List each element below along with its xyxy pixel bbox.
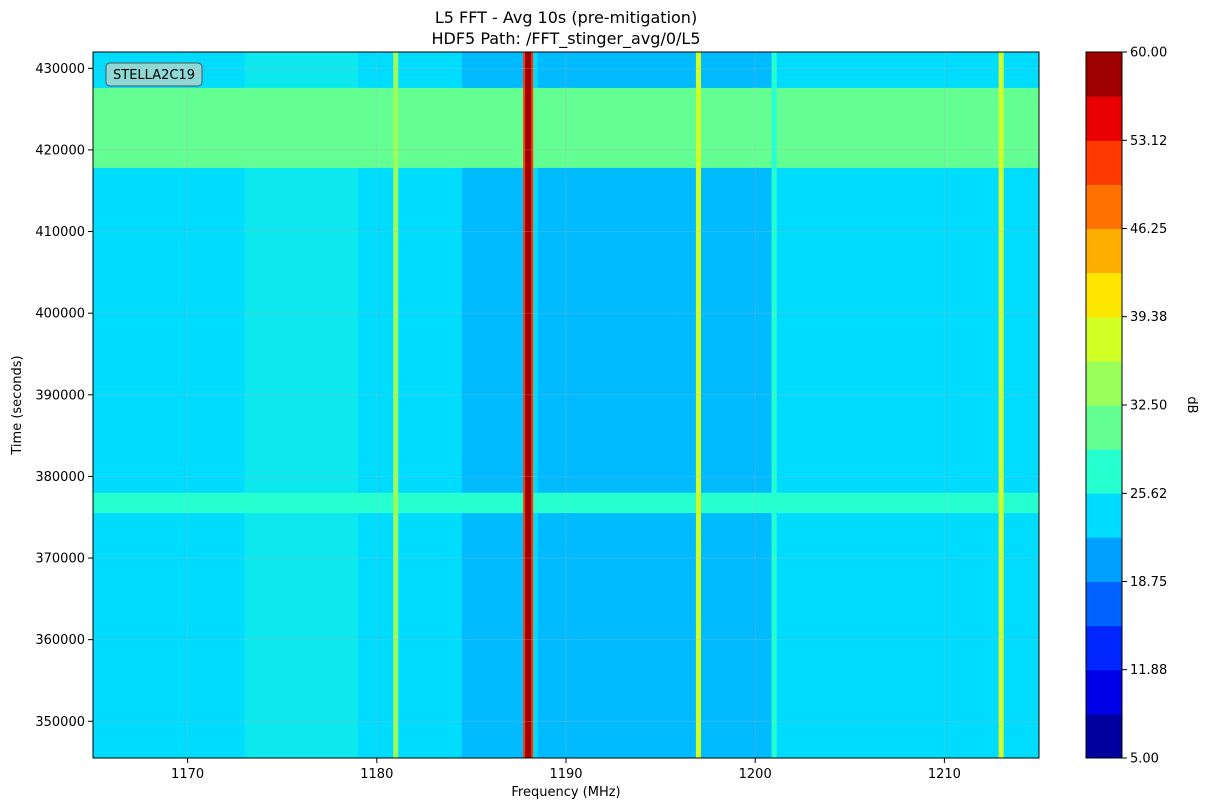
colorbar-segment	[1086, 96, 1122, 141]
y-tick-label: 400000	[35, 307, 85, 322]
colorbar-segment	[1086, 405, 1122, 450]
y-tick-label: 420000	[35, 143, 85, 158]
low-power-region	[537, 52, 680, 758]
y-tick-label: 410000	[35, 225, 85, 240]
spectral-line	[525, 52, 532, 758]
x-tick-label: 1180	[360, 767, 393, 782]
y-tick-label: 360000	[35, 633, 85, 648]
colorbar-segment	[1086, 537, 1122, 582]
spectral-line	[998, 52, 1004, 758]
x-axis-label: Frequency (MHz)	[511, 785, 620, 800]
y-tick-label: 350000	[35, 715, 85, 730]
chart-subtitle: HDF5 Path: /FFT_stinger_avg/0/L5	[432, 29, 701, 49]
x-tick-label: 1190	[549, 767, 582, 782]
colorbar-tick-label: 18.75	[1130, 575, 1167, 590]
annotation-box	[105, 62, 203, 87]
colorbar-tick-label: 32.50	[1130, 399, 1167, 414]
y-tick-label: 390000	[35, 388, 85, 403]
y-tick-label: 430000	[35, 62, 85, 77]
colorbar-segment	[1086, 493, 1122, 538]
x-tick-label: 1170	[171, 767, 204, 782]
colorbar-label: dB	[1184, 396, 1199, 413]
x-axis: 1170 1180 1190 1200 1210	[171, 758, 961, 782]
colorbar-tick-label: 53.12	[1130, 134, 1167, 149]
spectral-line	[695, 52, 701, 758]
colorbar-segment	[1086, 360, 1122, 406]
colorbar-axis: 5.00 11.88 18.75 25.62 32.50 39.38 46.25 53.12 6…	[1122, 46, 1167, 767]
x-tick-label: 1210	[928, 767, 961, 782]
colorbar-tick-label: 39.38	[1130, 310, 1167, 325]
colorbar-segment	[1086, 449, 1122, 494]
colorbar-segment	[1086, 272, 1122, 318]
y-axis: 350000 360000 370000 380000 390000 400000 4100…	[35, 62, 93, 730]
time-band	[93, 87, 1039, 168]
colorbar-tick-label: 25.62	[1130, 487, 1167, 502]
heatmap	[93, 52, 1039, 758]
colorbar-segment	[1086, 713, 1122, 759]
colorbar-segment	[1086, 316, 1122, 362]
colorbar-segment	[1086, 52, 1122, 97]
colorbar-segment	[1086, 184, 1122, 229]
colorbar-segment	[1086, 669, 1122, 715]
time-band	[93, 492, 1039, 514]
y-tick-label: 370000	[35, 552, 85, 567]
colorbar-segment	[1086, 140, 1122, 185]
low-power-region	[679, 52, 775, 758]
annotation-text: STELLA2C19	[113, 68, 195, 83]
colorbar	[1085, 51, 1123, 759]
low-power-region	[461, 52, 529, 758]
colorbar-tick-label: 5.00	[1130, 752, 1159, 767]
y-tick-label: 380000	[35, 470, 85, 485]
x-tick-label: 1200	[739, 767, 772, 782]
spectral-line	[393, 52, 399, 758]
colorbar-tick-label: 11.88	[1130, 663, 1167, 678]
elevated-region	[244, 52, 358, 758]
colorbar-segment	[1086, 625, 1122, 671]
colorbar-segment	[1086, 228, 1122, 274]
grid-lines	[93, 52, 1039, 758]
y-axis-label: Time (seconds)	[10, 355, 25, 455]
station-annotation: STELLA2C19	[105, 62, 203, 87]
colorbar-tick-label: 60.00	[1130, 46, 1167, 61]
chart-title: L5 FFT - Avg 10s (pre-mitigation)	[435, 8, 697, 27]
spectral-line	[771, 52, 777, 758]
colorbar-tick-label: 46.25	[1130, 222, 1167, 237]
colorbar-segment	[1086, 581, 1122, 627]
